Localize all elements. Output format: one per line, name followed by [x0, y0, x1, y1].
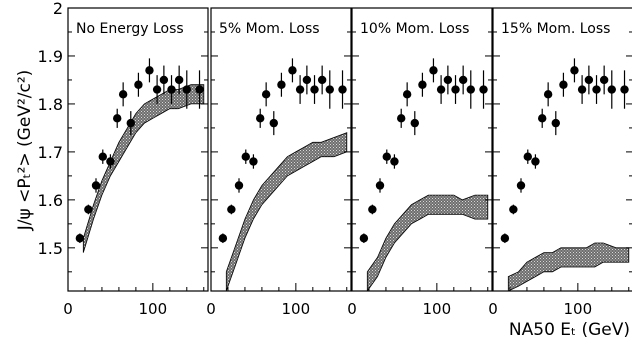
panel-3: 10% Mom. Loss	[351, 7, 493, 292]
panel-title: 15% Mom. Loss	[501, 21, 610, 37]
data-point	[277, 80, 286, 89]
data-point	[338, 85, 347, 94]
x-tick-label: 0	[347, 300, 357, 318]
panel-frame	[210, 7, 352, 292]
y-tick-label: 1.6	[38, 191, 63, 210]
data-point	[218, 234, 228, 243]
data-point	[134, 80, 143, 89]
y-tick-label: 1.9	[38, 47, 63, 66]
data-point	[584, 75, 594, 85]
data-point	[113, 114, 122, 123]
data-point	[152, 85, 162, 94]
data-point	[126, 118, 135, 128]
y-tick-labels: 1.5 1.6 1.7 1.8 1.9 2	[38, 0, 63, 258]
x-tick-label: 100	[423, 300, 452, 318]
data-point	[269, 118, 278, 128]
y-tick-label: 1.7	[38, 143, 63, 162]
data-point	[84, 205, 93, 214]
data-point	[302, 75, 312, 85]
data-point	[359, 234, 369, 243]
data-point	[592, 85, 601, 94]
data-point	[577, 85, 587, 94]
x-tick-label: 100	[564, 300, 593, 318]
data-point	[516, 181, 526, 190]
data-point	[599, 75, 609, 85]
data-point	[261, 90, 271, 99]
data-point	[75, 234, 85, 243]
data-point	[418, 80, 427, 89]
y-tick-label: 1.5	[38, 239, 63, 258]
data-point	[195, 85, 204, 94]
data-point	[531, 157, 540, 166]
y-tick-label: 2	[53, 0, 63, 18]
theory-band	[82, 84, 205, 253]
data-point	[182, 85, 191, 94]
x-tick-label: 0	[206, 300, 216, 318]
data-point	[227, 205, 236, 214]
data-point	[118, 90, 128, 99]
panel-title: 5% Mom. Loss	[219, 21, 320, 37]
data-point	[174, 75, 184, 85]
data-point	[288, 66, 297, 75]
panel-title: No Energy Loss	[76, 21, 184, 37]
data-point	[607, 85, 616, 94]
x-tick-label: 0	[488, 300, 498, 318]
data-point	[500, 234, 510, 243]
data-point	[570, 66, 579, 75]
panel-4: 15% Mom. Loss	[492, 7, 632, 292]
x-tick-label: 100	[282, 300, 311, 318]
data-point	[397, 114, 406, 123]
data-point	[523, 152, 532, 161]
x-axis-label: NA50 Eₜ (GeV)	[509, 320, 630, 340]
data-point	[159, 75, 169, 85]
panel-frame	[351, 7, 493, 292]
data-point	[466, 85, 475, 94]
data-point	[325, 85, 334, 94]
data-point	[98, 152, 107, 161]
data-point	[509, 205, 518, 214]
data-point	[382, 152, 391, 161]
data-point	[538, 114, 547, 123]
data-point	[91, 181, 101, 190]
y-axis-label: J/ψ <Pₜ²> (GeV²/c²)	[15, 70, 35, 232]
data-point	[375, 181, 385, 190]
data-point	[249, 157, 258, 166]
data-point	[458, 75, 468, 85]
data-point	[145, 66, 154, 75]
data-point	[241, 152, 250, 161]
data-point	[390, 157, 399, 166]
panel-title: 10% Mom. Loss	[360, 21, 469, 37]
chart-panels: No Energy Loss 5% Mom. Loss 10% Mom. Loss 1…	[67, 7, 632, 292]
theory-band	[507, 242, 630, 291]
data-point	[543, 90, 553, 99]
theory-band	[366, 194, 489, 291]
data-point	[551, 118, 560, 128]
panel-frame	[492, 7, 632, 292]
data-point	[443, 75, 453, 85]
data-point	[559, 80, 568, 89]
data-point	[317, 75, 327, 85]
data-point	[429, 66, 438, 75]
data-point	[451, 85, 460, 94]
data-point	[234, 181, 244, 190]
x-tick-label: 0	[63, 300, 73, 318]
panel-2: 5% Mom. Loss	[210, 7, 352, 292]
data-point	[402, 90, 412, 99]
data-point	[479, 85, 488, 94]
x-tick-label: 100	[139, 300, 168, 318]
panel-1: No Energy Loss	[67, 7, 209, 292]
data-point	[310, 85, 319, 94]
data-point	[167, 85, 176, 94]
data-point	[368, 205, 377, 214]
data-point	[106, 157, 115, 166]
data-point	[410, 118, 419, 128]
y-tick-label: 1.8	[38, 95, 63, 114]
data-point	[620, 85, 629, 94]
panel-frame	[67, 7, 209, 292]
x-tick-labels: 0 100 0 100 0 100 0 100	[63, 300, 592, 318]
data-point	[295, 85, 305, 94]
data-point	[256, 114, 265, 123]
data-point	[436, 85, 446, 94]
